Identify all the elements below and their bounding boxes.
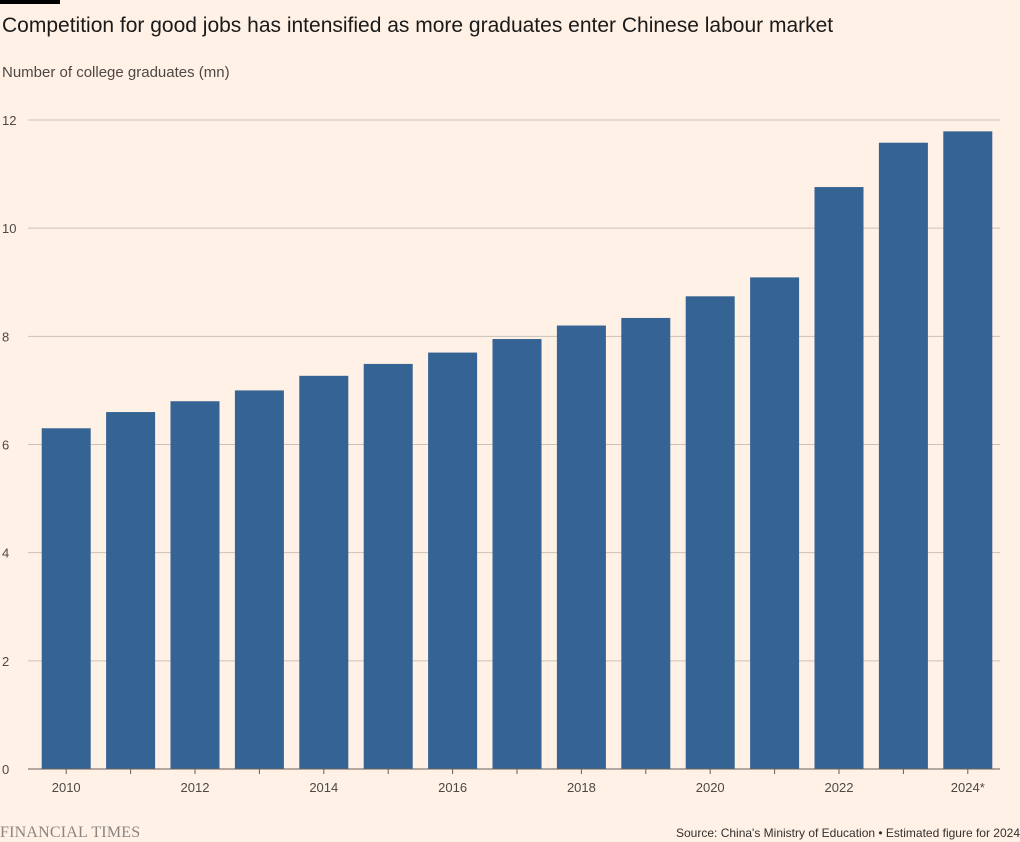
bar	[556, 325, 606, 769]
bar	[170, 401, 220, 769]
y-tick-label: 12	[2, 113, 16, 128]
brand-bar	[0, 0, 60, 4]
x-tick-label: 2024*	[951, 780, 985, 795]
x-tick-label: 2022	[825, 780, 854, 795]
y-tick-label: 10	[2, 221, 16, 236]
bar	[234, 390, 284, 769]
y-tick-label: 8	[2, 329, 9, 344]
x-tick-label: 2016	[438, 780, 467, 795]
bar	[814, 187, 864, 769]
x-tick-label: 2010	[52, 780, 81, 795]
ft-logo: FINANCIAL TIMES	[0, 824, 141, 841]
x-tick-label: 2020	[696, 780, 725, 795]
y-tick-label: 4	[2, 546, 9, 561]
x-tick-label: 2014	[309, 780, 338, 795]
bar	[685, 296, 735, 769]
bar	[106, 412, 156, 769]
bar	[878, 142, 928, 770]
y-tick-label: 0	[2, 762, 9, 777]
bar	[41, 428, 91, 769]
bar	[492, 339, 542, 769]
bar	[943, 131, 993, 770]
x-tick-label: 2018	[567, 780, 596, 795]
bar	[428, 352, 478, 769]
source-note: Source: China's Ministry of Education • …	[676, 826, 1020, 840]
bar	[750, 277, 800, 769]
bar	[299, 375, 349, 769]
bar	[363, 363, 413, 769]
chart-subtitle: Number of college graduates (mn)	[2, 64, 230, 81]
x-tick-label: 2012	[181, 780, 210, 795]
bar-chart: 0 2 4 6 8 10 12 2010 2012 2014 2016 2018 2020 2022 202…	[2, 113, 1000, 795]
bar	[621, 317, 671, 769]
chart-title: Competition for good jobs has intensifie…	[2, 14, 834, 37]
y-tick-label: 2	[2, 654, 9, 669]
y-tick-label: 6	[2, 438, 9, 453]
